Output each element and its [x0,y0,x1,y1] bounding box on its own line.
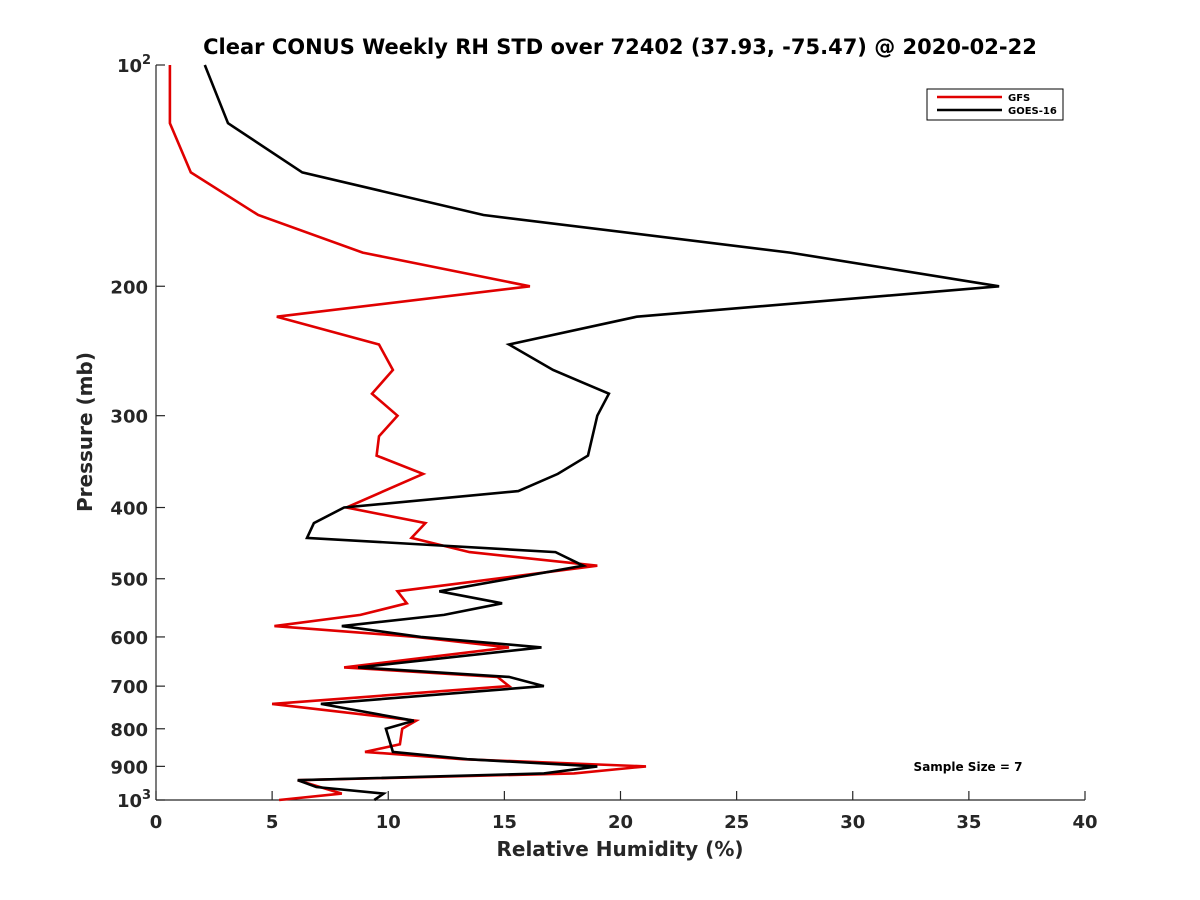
y-tick-label: 400 [110,499,148,520]
y-tick-label: 600 [110,628,148,649]
x-tick-label: 30 [840,812,865,833]
y-tick-label: 700 [110,677,148,698]
x-tick-label: 25 [724,812,749,833]
series-line-gfs [168,65,647,802]
legend: GFS GOES-16 [926,88,1064,121]
y-tick-label: 200 [110,277,148,298]
y-tick-label: 10 [117,791,142,812]
x-tick-label: 35 [956,812,981,833]
x-tick-label: 40 [1072,812,1097,833]
x-tick-label: 15 [492,812,517,833]
chart-title: Clear CONUS Weekly RH STD over 72402 (37… [203,35,1037,59]
legend-label-gfs: GFS [1008,93,1030,104]
legend-label-goes16: GOES-16 [1008,106,1057,117]
plot-area [155,65,1085,801]
y-tick-label: 10 [117,56,142,77]
y-tick-exponent: 3 [142,788,151,803]
y-tick-label: 800 [110,720,148,741]
y-tick-label: 300 [110,407,148,428]
y-tick-exponent: 2 [142,53,151,68]
y-axis-label: Pressure (mb) [73,352,97,512]
x-tick-label: 5 [266,812,279,833]
x-tick-label: 20 [608,812,633,833]
x-tick-label: 0 [150,812,163,833]
y-tick-label: 900 [110,757,148,778]
y-tick-label: 500 [110,570,148,591]
series-lines [168,64,1000,802]
sample-size-annotation: Sample Size = 7 [914,760,1023,774]
x-axis-label: Relative Humidity (%) [496,837,743,861]
legend-box [926,88,1064,121]
x-tick-label: 10 [376,812,401,833]
series-line-goes-16 [203,64,1000,802]
x-ticks: 0 5 10 15 20 25 30 35 40 [150,791,1098,833]
